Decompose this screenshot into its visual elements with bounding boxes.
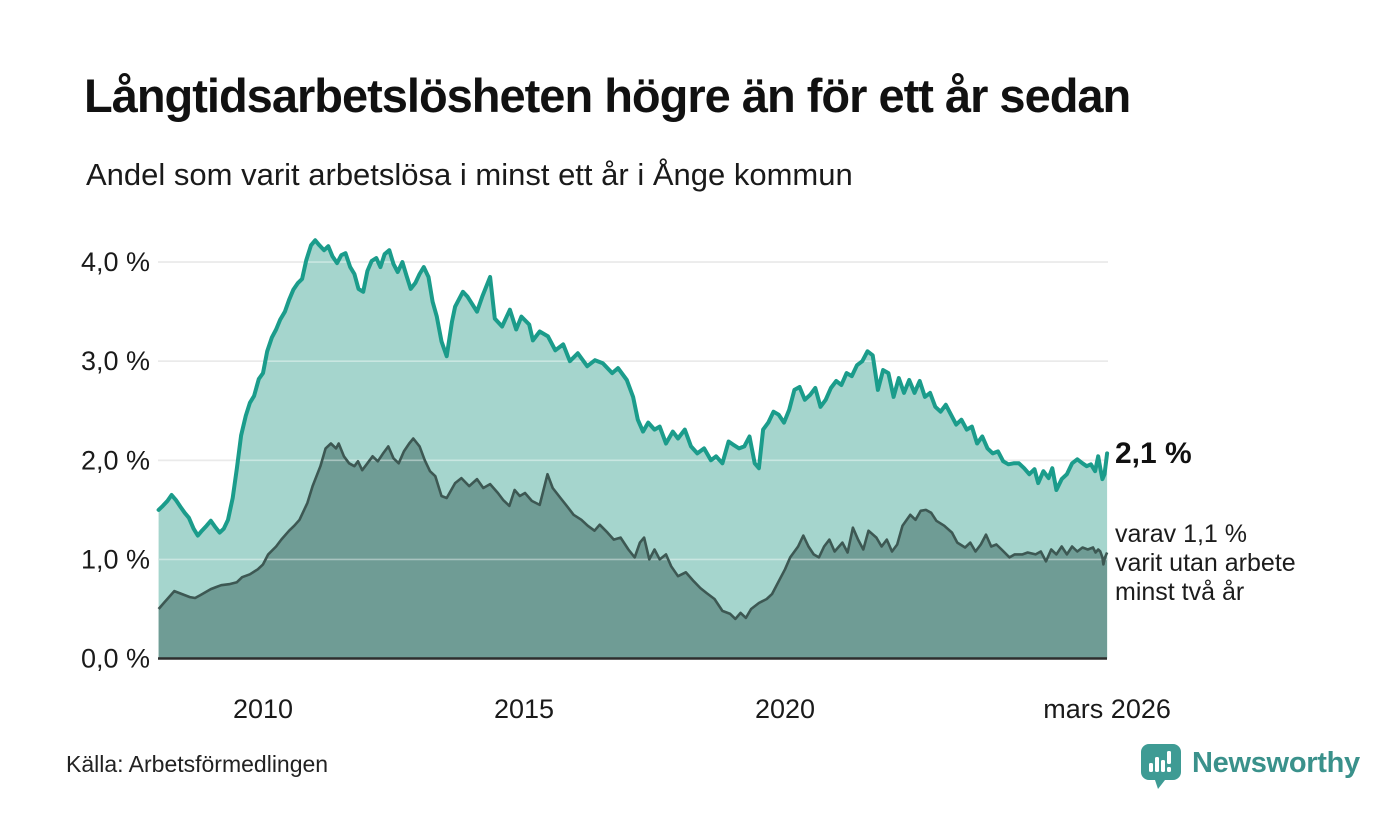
line-min-one-year — [156, 238, 1110, 538]
x-axis-labels: 2010 2015 2020 mars 2026 — [233, 694, 1171, 724]
page-title: Långtidsarbetslösheten högre än för ett … — [84, 69, 1131, 122]
x-tick-label: 2015 — [494, 694, 554, 724]
newsworthy-logo-text: Newsworthy — [1192, 747, 1360, 779]
x-tick-label: 2020 — [755, 694, 815, 724]
newsworthy-chart-bubble-icon — [1141, 744, 1181, 789]
area-fills — [158, 240, 1108, 659]
y-tick-label: 0,0 % — [81, 644, 150, 674]
series-lines — [156, 238, 1110, 621]
chart-subtitle: Andel som varit arbetslösa i minst ett å… — [86, 157, 853, 192]
x-tick-label: 2010 — [233, 694, 293, 724]
y-tick-label: 4,0 % — [81, 247, 150, 277]
source-caption: Källa: Arbetsförmedlingen — [66, 751, 329, 777]
area-min-two-years — [158, 438, 1108, 659]
y-tick-label: 2,0 % — [81, 445, 150, 475]
line-min-two-years — [157, 437, 1109, 621]
x-tick-label: mars 2026 — [1043, 694, 1171, 724]
y-tick-label: 3,0 % — [81, 346, 150, 376]
two-year-annotation: varav 1,1 % varit utan arbete minst två … — [1115, 520, 1296, 606]
gridlines-overlay — [158, 261, 1108, 561]
latest-value-label: 2,1 % — [1115, 437, 1192, 470]
y-tick-label: 1,0 % — [81, 544, 150, 574]
newsworthy-logo: Newsworthy — [1140, 743, 1360, 791]
y-axis-labels: 0,0 % 1,0 % 2,0 % 3,0 % 4,0 % — [81, 247, 150, 673]
